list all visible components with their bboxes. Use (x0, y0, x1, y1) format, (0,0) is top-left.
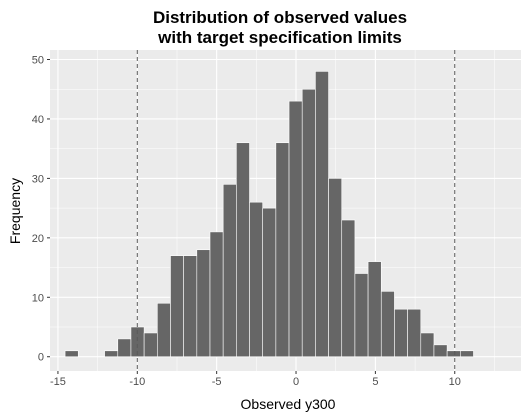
histogram-bar (380, 291, 395, 358)
histogram-bar (170, 255, 184, 358)
histogram-bar (288, 100, 303, 358)
histogram-bar (420, 332, 435, 358)
x-axis-title: Observed y300 (241, 396, 336, 412)
axis-ticks: -15-10-505101501020304050 (32, 55, 461, 388)
histogram-bar (341, 219, 356, 358)
histogram-bar (433, 344, 448, 358)
x-tick-label: -5 (212, 376, 222, 388)
chart-title-line-1: Distribution of observed values (153, 8, 407, 27)
histogram-bar (354, 273, 369, 358)
x-tick-label: -10 (129, 376, 145, 388)
histogram-bar (315, 71, 329, 358)
x-tick-label: 10 (449, 376, 461, 388)
y-tick-label: 30 (32, 173, 44, 185)
y-tick-label: 0 (38, 352, 44, 364)
x-tick-label: 0 (293, 376, 299, 388)
histogram-bar (394, 308, 408, 358)
histogram-bar (64, 350, 79, 358)
histogram-bar (407, 308, 422, 358)
histogram-bars (64, 71, 474, 358)
histogram-bar (328, 178, 343, 358)
histogram-bar (460, 350, 474, 358)
histogram-bar (275, 142, 290, 358)
histogram-bar (104, 350, 119, 358)
histogram-bar (367, 261, 382, 358)
histogram-bar (301, 88, 316, 358)
histogram-bar (156, 302, 171, 358)
histogram-bar (209, 231, 224, 358)
x-tick-label: -15 (50, 376, 66, 388)
y-tick-label: 40 (32, 114, 44, 126)
histogram-bar (117, 338, 132, 358)
chart-title-line-2: with target specification limits (157, 28, 402, 47)
histogram-bar (143, 332, 158, 358)
histogram-bar (262, 207, 277, 358)
y-axis-title: Frequency (7, 178, 23, 244)
histogram-bar (196, 249, 211, 358)
y-tick-label: 10 (32, 292, 44, 304)
histogram-bar (249, 201, 263, 358)
spec-limit-lines (136, 50, 456, 371)
histogram-bar (236, 142, 250, 358)
x-tick-label: 5 (372, 376, 378, 388)
y-tick-label: 20 (32, 233, 44, 245)
histogram-bar (183, 255, 198, 358)
histogram-bar (222, 184, 237, 358)
histogram-bar (446, 350, 461, 358)
y-tick-label: 50 (32, 55, 44, 67)
